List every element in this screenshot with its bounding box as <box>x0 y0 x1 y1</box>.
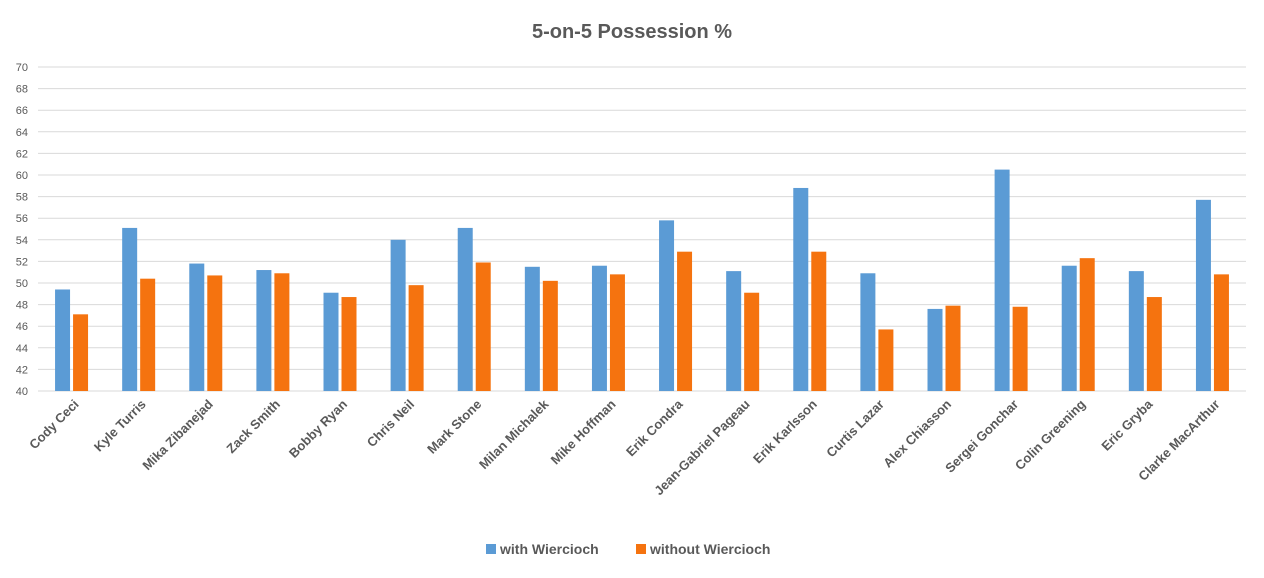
bar-without-wiercioch <box>1146 297 1162 391</box>
bar-with-wiercioch <box>122 227 138 391</box>
y-tick-label: 56 <box>16 213 28 225</box>
bar-without-wiercioch <box>207 275 223 391</box>
bar-without-wiercioch <box>341 297 357 391</box>
x-tick-label: Eric Gryba <box>1098 396 1156 454</box>
bar-with-wiercioch <box>1128 271 1144 391</box>
bar-with-wiercioch <box>1195 199 1211 391</box>
bar-with-wiercioch <box>323 292 339 391</box>
x-tick-label: Mike Hoffman <box>548 396 619 467</box>
y-tick-label: 44 <box>16 343 28 355</box>
bar-without-wiercioch <box>878 329 894 391</box>
y-tick-label: 46 <box>16 321 28 333</box>
y-tick-label: 60 <box>16 170 28 182</box>
bar-without-wiercioch <box>945 305 961 391</box>
bar-with-wiercioch <box>726 271 742 391</box>
x-tick-label: Colin Greening <box>1012 396 1089 473</box>
bar-without-wiercioch <box>542 280 558 391</box>
bar-without-wiercioch <box>1213 274 1229 391</box>
x-tick-label: Kyle Turris <box>91 397 149 455</box>
x-tick-label: Zack Smith <box>223 396 283 456</box>
bar-with-wiercioch <box>524 266 540 391</box>
bar-without-wiercioch <box>140 278 156 391</box>
y-tick-label: 68 <box>16 84 28 96</box>
bar-with-wiercioch <box>793 187 809 391</box>
bar-with-wiercioch <box>659 220 675 391</box>
bar-with-wiercioch <box>189 263 205 391</box>
x-tick-label: Bobby Ryan <box>286 396 350 460</box>
x-tick-label: Cody Ceci <box>26 397 82 453</box>
bar-without-wiercioch <box>1012 306 1028 391</box>
y-tick-label: 62 <box>16 148 28 160</box>
bar-without-wiercioch <box>609 274 625 391</box>
legend-swatch-without <box>636 544 646 554</box>
bar-without-wiercioch <box>1079 258 1095 391</box>
x-tick-label: Erik Condra <box>623 396 686 459</box>
y-tick-label: 70 <box>16 62 28 74</box>
x-tick-label: Sergei Gonchar <box>942 397 1021 476</box>
x-tick-label: Erik Karlsson <box>750 396 820 466</box>
bar-with-wiercioch <box>55 289 71 391</box>
gridlines <box>38 66 1246 392</box>
y-tick-label: 66 <box>16 105 28 117</box>
bar-with-wiercioch <box>994 169 1010 391</box>
bar-without-wiercioch <box>475 262 491 391</box>
bar-with-wiercioch <box>256 270 272 391</box>
x-tick-label: Mark Stone <box>424 397 484 457</box>
bar-without-wiercioch <box>408 285 424 391</box>
y-tick-label: 64 <box>16 127 28 139</box>
legend-label-with: with Wiercioch <box>499 541 599 557</box>
x-tick-label: Chris Neil <box>364 397 418 451</box>
bar-without-wiercioch <box>677 251 693 391</box>
bar-without-wiercioch <box>744 292 760 391</box>
bar-without-wiercioch <box>274 273 290 391</box>
x-tick-label: Curtis Lazar <box>823 397 887 461</box>
y-tick-label: 42 <box>16 364 28 376</box>
y-axis-ticks: 40 42 44 46 48 50 52 54 56 58 60 62 64 66 68 70 <box>16 62 28 398</box>
y-tick-label: 50 <box>16 278 28 290</box>
bar-with-wiercioch <box>457 227 473 391</box>
x-tick-label: Alex Chiasson <box>880 396 954 470</box>
bar-without-wiercioch <box>73 314 89 391</box>
y-tick-label: 58 <box>16 192 28 204</box>
y-tick-label: 48 <box>16 300 28 312</box>
bar-without-wiercioch <box>811 251 827 391</box>
bar-with-wiercioch <box>927 308 943 391</box>
legend-swatch-with <box>486 544 496 554</box>
legend-label-without: without Wiercioch <box>649 541 770 557</box>
bar-with-wiercioch <box>1061 265 1077 391</box>
legend: with Wiercioch without Wiercioch <box>486 541 770 557</box>
bar-with-wiercioch <box>591 265 607 391</box>
y-tick-label: 54 <box>16 235 28 247</box>
bar-with-wiercioch <box>860 273 876 391</box>
chart-title: 5-on-5 Possession % <box>532 21 732 43</box>
y-tick-label: 40 <box>16 386 28 398</box>
x-tick-label: Mika Zibanejad <box>139 396 216 473</box>
x-tick-label: Milan Michalek <box>476 396 552 472</box>
bar-with-wiercioch <box>390 239 406 391</box>
y-tick-label: 52 <box>16 256 28 268</box>
bars <box>55 169 1229 391</box>
